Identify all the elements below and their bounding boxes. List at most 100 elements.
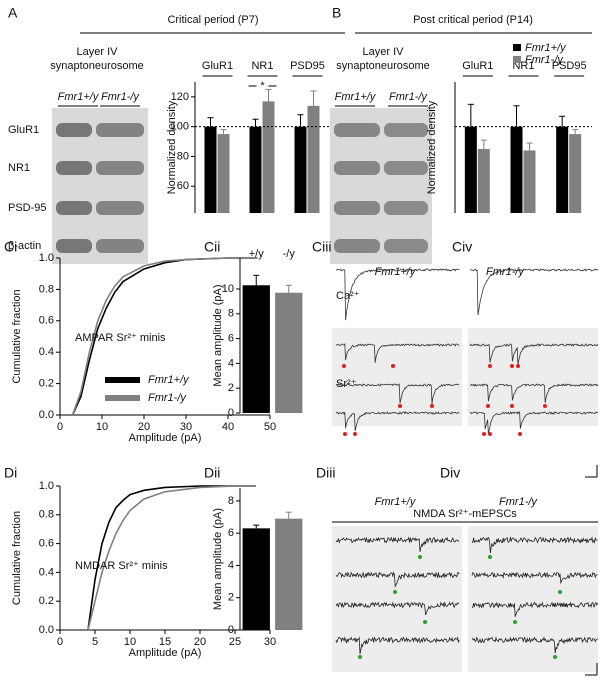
y-tick-label: 4 [228,559,234,571]
ion-label: Sr²⁺ [336,378,357,390]
trace [335,343,460,363]
trace [471,601,598,617]
trace-panel [468,526,598,672]
event-dot [510,364,514,368]
panel-label: Ci [4,239,17,255]
event-dot [482,432,486,436]
blot-band [56,201,92,215]
x-axis-label: Amplitude (pA) [129,432,202,444]
x-tick-label: 15 [159,636,171,648]
legend-label: Fmr1+/y [148,374,190,386]
event-dot [358,655,362,659]
panel-label: Diii [316,465,335,481]
trace [335,536,460,552]
event-dot [398,404,402,408]
trace-panel [468,328,598,426]
event-dot [391,364,395,368]
x-tick-label: 0 [57,636,63,648]
bar [464,126,477,213]
blot-genotype: Fmr1-/y [389,91,428,103]
y-tick-label: 0.8 [39,283,54,295]
blot-row-label: GluR1 [8,124,39,136]
event-dot [353,432,357,436]
trace-panel [332,526,462,672]
x-tick-label: 5 [92,636,98,648]
bar [249,126,262,213]
y-tick-label: 60 [177,180,189,192]
panel-label: Ciii [312,239,331,255]
y-tick-label: 80 [177,150,189,162]
legend-label: Fmr1-/y [148,392,187,404]
legend-label: Fmr1-/y [525,54,564,66]
event-dot [516,364,520,368]
y-tick-label: 0.8 [39,509,54,521]
trace [471,571,598,585]
y-tick-label: 2 [228,382,234,394]
panel-label: B [332,5,341,21]
trace [335,571,460,588]
bar [242,285,270,413]
event-dot [510,404,514,408]
event-dot [430,404,434,408]
trace [335,636,460,654]
event-dot [343,432,347,436]
blot-band [56,239,92,253]
y-tick-label: 2 [228,592,234,604]
y-axis-label: Normalized density [426,100,438,194]
y-tick-label: 120 [171,91,189,103]
event-dot [488,555,492,559]
panel-label: Civ [452,239,472,255]
bar [307,105,320,213]
y-tick-label: 0.4 [39,346,54,358]
x-axis-label: Amplitude (pA) [129,647,202,659]
blot-band [384,201,428,215]
y-tick-label: 0.2 [39,378,54,390]
trace [335,268,460,321]
y-tick-label: 0.6 [39,538,54,550]
blot-band [384,239,428,253]
x-tick-label: 50 [264,421,276,433]
y-tick-label: 0.6 [39,315,54,327]
panel-label: Cii [204,239,220,255]
trace [471,536,598,554]
event-dot [486,404,490,408]
x-tick-label: 25 [229,636,241,648]
bar [294,126,307,213]
bar [217,134,230,213]
bar [510,126,523,213]
y-axis-label: Cumulative fraction [11,289,23,383]
event-dot [342,364,346,368]
blot-genotype: Fmr1-/y [101,91,140,103]
y-axis-label: Cumulative fraction [11,511,23,605]
trace-genotype: Fmr1-/y [486,266,525,278]
blot-band [334,201,380,215]
event-dot [558,590,562,594]
blot-genotype: Fmr1+/y [335,91,377,103]
event-dot [488,432,492,436]
header: Critical period (P7) [167,14,258,26]
cdf-line [87,485,256,631]
blot-band [96,239,144,253]
trace [469,383,599,403]
category-label: -/y [283,248,296,260]
y-tick-label: 6 [228,333,234,345]
blot-band [384,161,428,175]
blot-band [334,123,380,137]
annotation: NMDAR Sr²⁺ minis [75,560,168,572]
cdf-line [71,257,258,416]
blot-genotype: Fmr1+/y [58,91,100,103]
event-dot [423,620,427,624]
blot-band [56,123,92,137]
event-dot [488,364,492,368]
blot-title: synaptoneurosome [50,60,144,72]
y-axis-label: Normalized density [166,100,178,194]
bar [242,528,270,630]
nmda-title: NMDA Sr²⁺-mEPSCs [413,508,517,520]
blot-band [96,201,144,215]
bar [275,518,303,630]
x-tick-label: 40 [222,421,234,433]
panel-label: Div [440,465,460,481]
significance: * [260,80,265,92]
ion-label: Ca²⁺ [336,290,360,302]
event-dot [418,555,422,559]
